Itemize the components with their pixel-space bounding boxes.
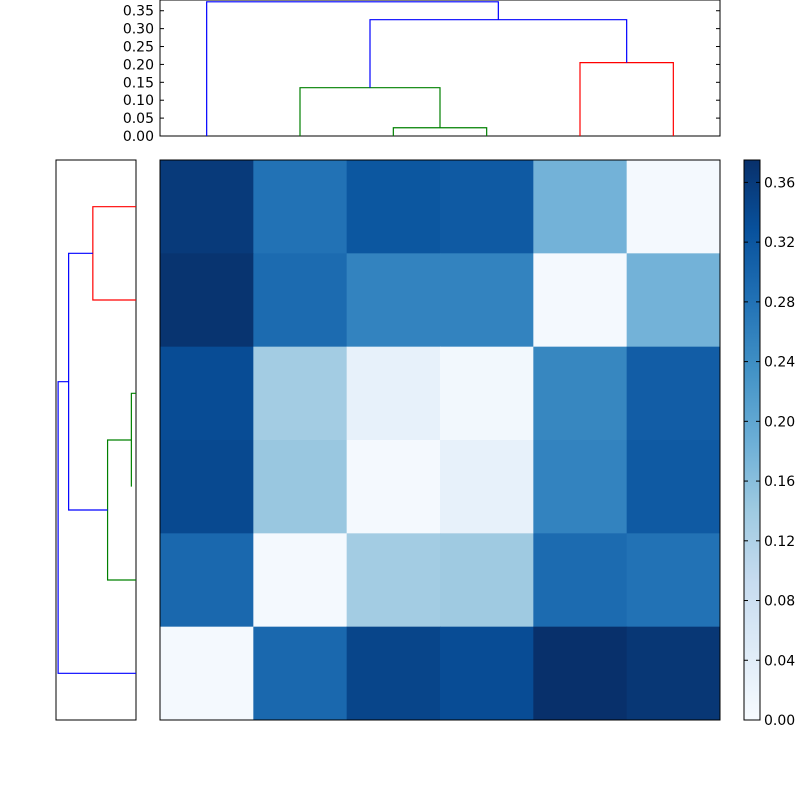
colorbar-tick-label: 0.24 (764, 355, 795, 371)
dendrogram-link (92, 206, 136, 301)
heatmap-cell (253, 346, 348, 441)
heatmap-cell (253, 626, 348, 721)
heatmap-cell (440, 346, 534, 441)
left-dendrogram (55, 159, 137, 721)
top-dendrogram: 0.00 0.05 0.10 0.15 0.200.25 0.30 0.35 (123, 0, 721, 145)
heatmap-cell (346, 160, 441, 254)
y-tick-label: 0.15 (123, 75, 154, 91)
colorbar-tick-label: 0.08 (764, 594, 795, 610)
heatmap-cell (533, 253, 628, 348)
colorbar-ticks: 0.00 0.04 0.08 0.12 0.16 0.20 0.24 0.28 0.32 0.36 (744, 175, 795, 729)
dendrogram-link (299, 87, 441, 136)
colorbar-tick-label: 0.16 (764, 474, 795, 490)
heatmap-cell (440, 626, 534, 721)
heatmap-cell (160, 346, 254, 441)
heatmap-cell (626, 533, 721, 628)
heatmap-cell (626, 253, 721, 348)
left-dendrogram-links (57, 206, 136, 674)
colorbar-tick-label: 0.04 (764, 653, 795, 669)
heatmap-cell (253, 440, 348, 534)
heatmap-cell (440, 533, 534, 628)
heatmap-cell (253, 533, 348, 628)
colorbar: 0.00 0.04 0.08 0.12 0.16 0.20 0.24 0.28 0.32 0.36 (743, 159, 795, 729)
dendrogram-link (579, 62, 674, 136)
heatmap-cell (346, 626, 441, 721)
y-tick-label: 0.05 (123, 111, 154, 127)
y-tick-label: 0.10 (123, 93, 154, 109)
colorbar-tick-label: 0.00 (764, 713, 795, 729)
dendrogram-link (68, 252, 108, 511)
heatmap-cell (440, 253, 534, 348)
heatmap-cell (346, 533, 441, 628)
heatmap-cell (253, 253, 348, 348)
y-tick-label: 0.30 (123, 22, 154, 38)
colorbar-gradient (743, 159, 761, 721)
colorbar-tick-label: 0.28 (764, 295, 795, 311)
y-tick-label: 0.20 (123, 57, 154, 73)
heatmap-cell (160, 253, 254, 348)
heatmap-cells (160, 160, 721, 721)
heatmap (159, 159, 721, 721)
dendrogram-link (130, 392, 136, 487)
colorbar-tick-label: 0.32 (764, 235, 795, 251)
dendrogram-link (206, 1, 499, 136)
heatmap-cell (533, 533, 628, 628)
heatmap-cell (160, 626, 254, 721)
heatmap-cell (160, 160, 254, 254)
left-dendrogram-frame (55, 159, 137, 721)
heatmap-cell (626, 160, 721, 254)
dendrogram-link (392, 127, 488, 136)
heatmap-cell (626, 346, 721, 441)
heatmap-cell (533, 160, 628, 254)
dendrogram-link (369, 19, 628, 88)
dendrogram-link (57, 381, 136, 674)
heatmap-cell (160, 533, 254, 628)
y-tick-label: 0.25 (123, 40, 154, 56)
heatmap-cell (533, 626, 628, 721)
colorbar-tick-label: 0.36 (764, 175, 795, 191)
heatmap-cell (253, 160, 348, 254)
heatmap-cell (346, 440, 441, 534)
colorbar-tick-label: 0.20 (764, 414, 795, 430)
heatmap-cell (626, 626, 721, 721)
y-tick-label: 0.35 (123, 4, 154, 20)
heatmap-cell (626, 440, 721, 534)
heatmap-cell (440, 160, 534, 254)
heatmap-cell (533, 346, 628, 441)
colorbar-tick-label: 0.12 (764, 534, 795, 550)
heatmap-frame (159, 159, 721, 721)
heatmap-cell (346, 253, 441, 348)
heatmap-cell (440, 440, 534, 534)
heatmap-cell (346, 346, 441, 441)
top-dendrogram-frame (159, 0, 721, 137)
top-dendrogram-links (206, 1, 674, 136)
top-dendrogram-y-axis: 0.00 0.05 0.10 0.15 0.200.25 0.30 0.35 (123, 4, 720, 145)
heatmap-cell (533, 440, 628, 534)
heatmap-cell (160, 440, 254, 534)
y-tick-label: 0.00 (123, 129, 154, 145)
